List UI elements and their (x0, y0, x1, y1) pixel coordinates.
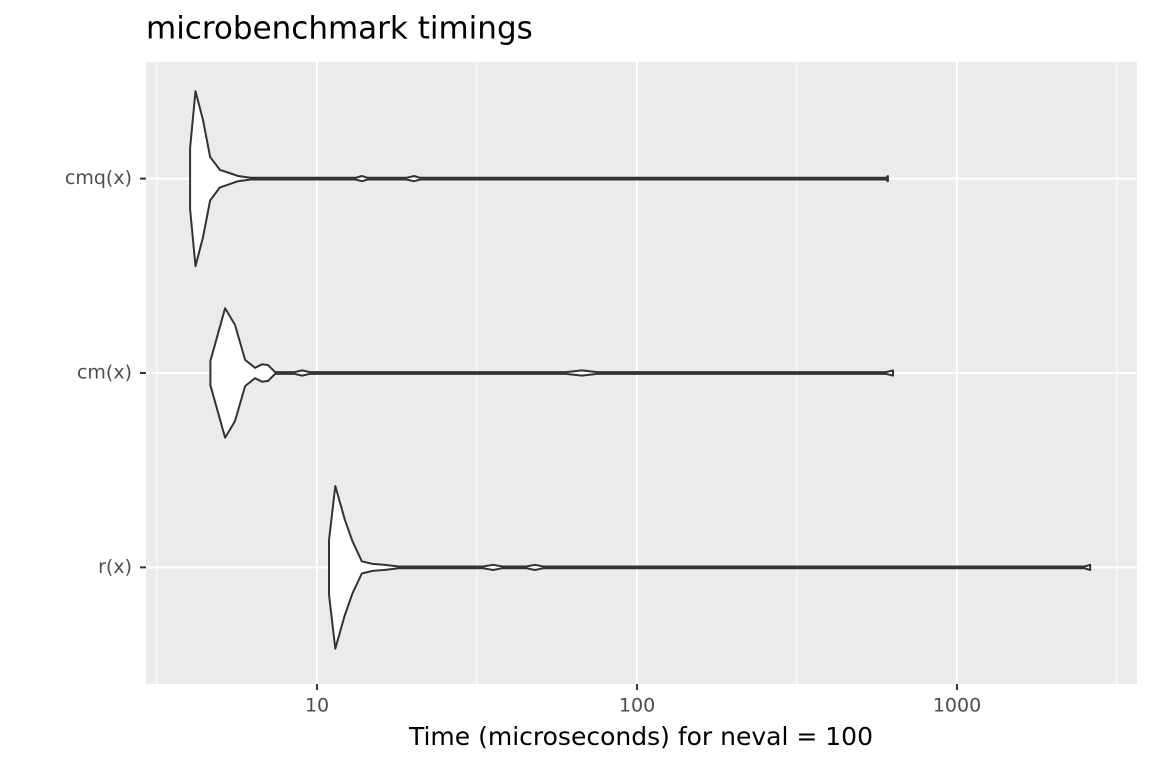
y-tick-label: cmq(x) (65, 167, 132, 189)
violin (209, 307, 894, 439)
chart-title: microbenchmark timings (146, 11, 533, 47)
violin (189, 90, 889, 268)
x-axis-label: Time (microseconds) for neval = 100 (408, 722, 873, 751)
y-tick-label: cm(x) (77, 362, 132, 384)
x-tick-label: 1000 (933, 695, 981, 717)
x-tick-label: 10 (305, 695, 329, 717)
violin (328, 485, 1092, 650)
x-tick-label: 100 (619, 695, 655, 717)
y-tick-label: r(x) (98, 556, 132, 578)
